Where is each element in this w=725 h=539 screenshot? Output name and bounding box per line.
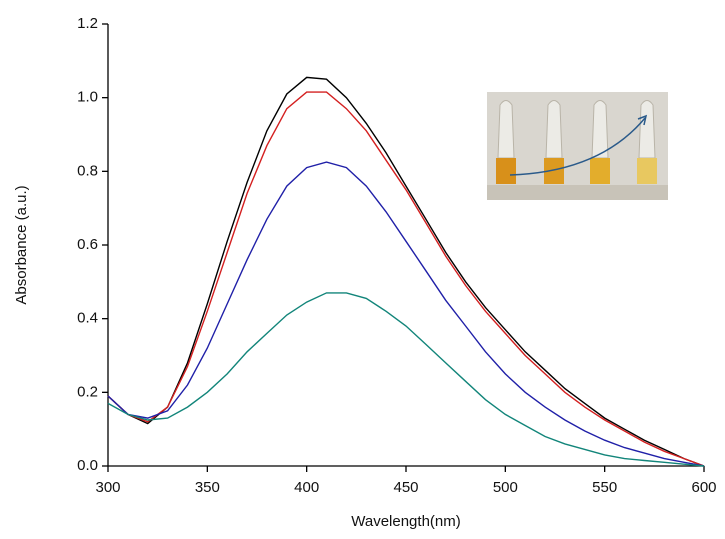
y-tick-label: 1.2 [77,15,98,32]
x-axis-title: Wavelength(nm) [351,513,460,530]
x-tick-label: 400 [294,479,319,496]
x-tick-label: 500 [493,479,518,496]
y-tick-label: 1.0 [77,89,98,106]
inset-photo [487,92,668,200]
y-tick-label: 0.0 [77,457,98,474]
x-tick-label: 350 [195,479,220,496]
y-tick-label: 0.2 [77,383,98,400]
y-axis-title: Absorbance (a.u.) [13,185,30,304]
series-line [107,91,705,467]
series-line [107,76,705,467]
x-tick-label: 600 [691,479,716,496]
series-line [107,161,705,467]
y-tick-label: 0.6 [77,236,98,253]
y-tick-label: 0.4 [77,310,98,327]
y-tick-label: 0.8 [77,162,98,179]
x-tick-label: 450 [393,479,418,496]
series-line [107,292,705,467]
x-tick-label: 550 [592,479,617,496]
x-tick-label: 300 [95,479,120,496]
